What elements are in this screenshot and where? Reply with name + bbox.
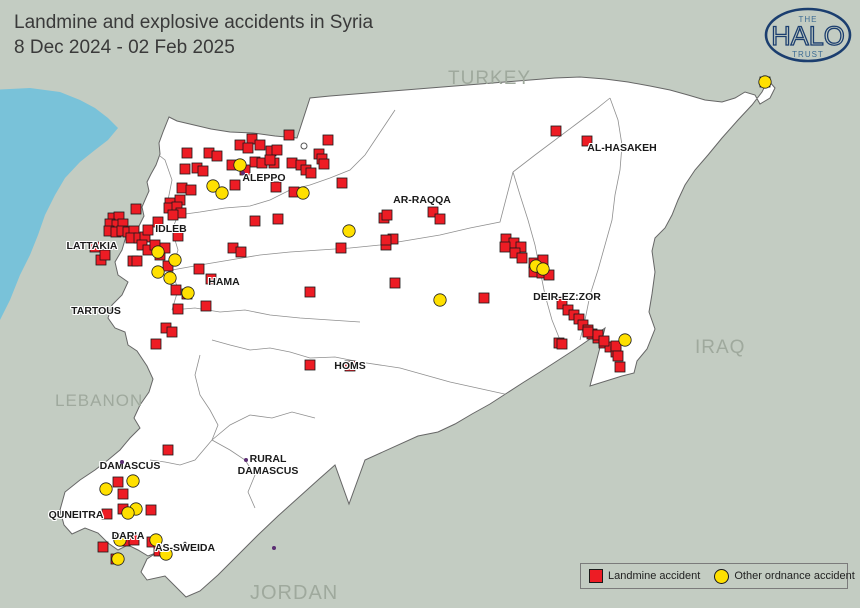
svg-text:HALO: HALO bbox=[771, 21, 845, 51]
svg-text:TRUST: TRUST bbox=[792, 50, 824, 59]
